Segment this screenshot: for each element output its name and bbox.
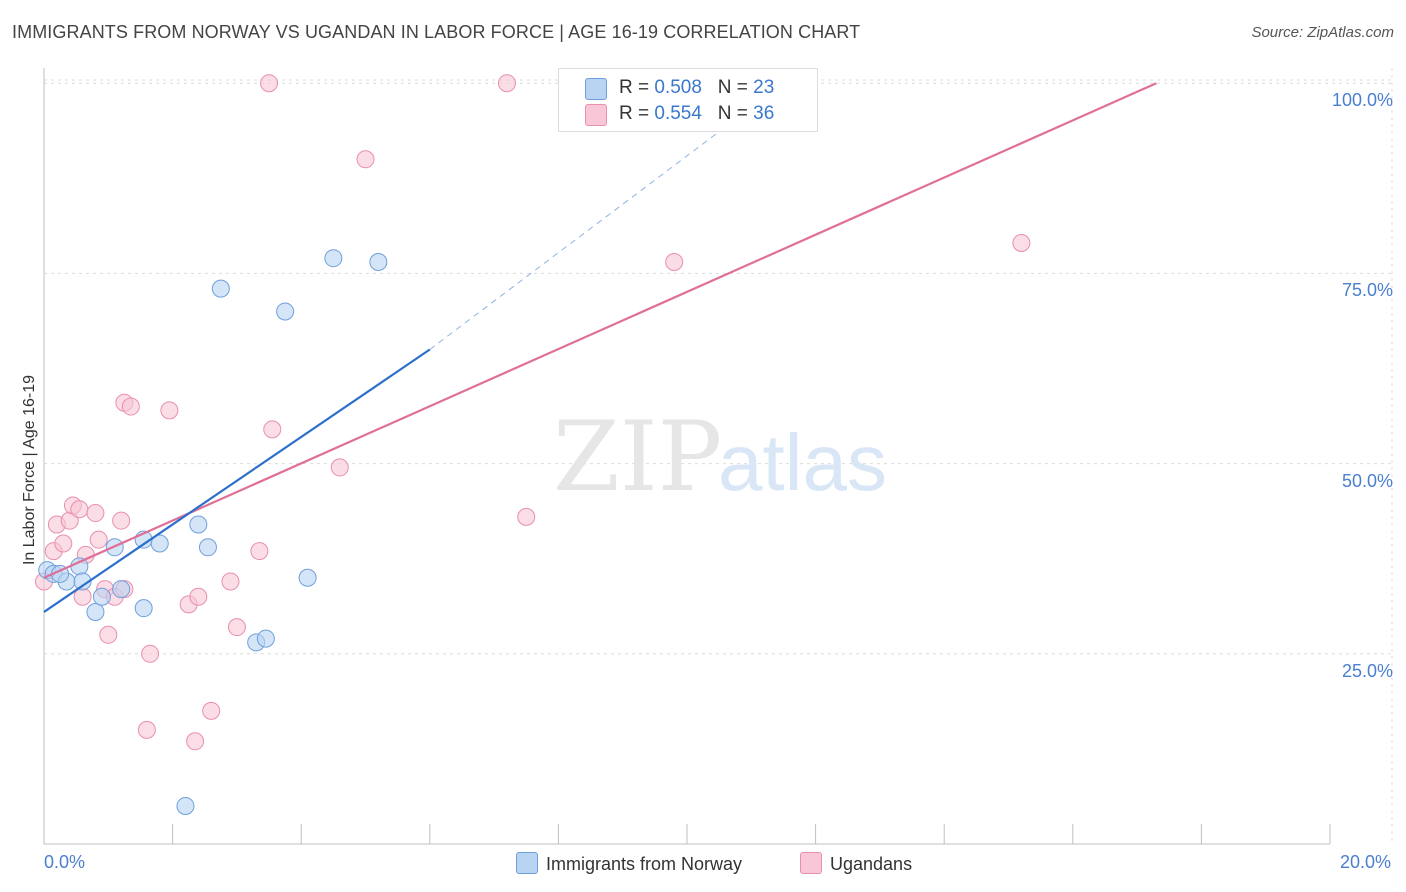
norway-legend-label: Immigrants from Norway — [546, 854, 743, 874]
norway-point — [86, 602, 105, 621]
watermark: ZIP atlas — [553, 401, 887, 513]
ugandans-point — [160, 401, 179, 420]
ugandans-point — [121, 397, 140, 416]
norway-point — [369, 253, 388, 271]
norway-point — [198, 538, 217, 557]
ugandans-point — [112, 511, 131, 530]
norway-point — [276, 302, 295, 321]
norway-trend-line — [43, 348, 431, 613]
norway-n-value: 23 — [753, 77, 775, 98]
norway-legend-swatch — [516, 852, 538, 874]
norway-point — [112, 580, 131, 599]
norway-point — [92, 587, 111, 606]
correlation-legend: R = 0.508 N = 23 R = 0.554 N = 36 — [558, 68, 818, 132]
norway-points — [38, 249, 388, 815]
ugandans-point — [1012, 233, 1031, 252]
ugandans-point — [330, 458, 349, 477]
ugandans-point — [202, 701, 221, 720]
legend-item-norway[interactable]: Immigrants from Norway — [516, 852, 742, 875]
ugandans-r-label: R = — [619, 103, 655, 124]
ugandans-point — [186, 732, 205, 751]
ugandans-point — [250, 542, 269, 561]
norway-point — [134, 599, 153, 618]
ugandans-point — [189, 587, 208, 606]
norway-n-label: N = — [717, 77, 754, 98]
legend-item-ugandans[interactable]: Ugandans — [800, 852, 912, 875]
trend-lines — [43, 82, 1157, 613]
watermark-atlas: atlas — [718, 418, 887, 507]
ugandans-points — [35, 74, 1031, 751]
norway-swatch — [585, 78, 607, 100]
ugandans-point — [70, 500, 89, 519]
ugandans-point — [86, 504, 105, 523]
ugandans-n-value: 36 — [753, 103, 775, 124]
norway-point — [189, 515, 208, 534]
norway-r-label: R = — [619, 77, 655, 98]
ugandans-r-value: 0.554 — [654, 103, 702, 124]
norway-r-value: 0.508 — [654, 77, 702, 98]
y-tick-label: 50.0% — [1341, 470, 1393, 491]
ugandans-point — [99, 625, 118, 644]
norway-point — [176, 796, 195, 815]
ugandans-point — [137, 720, 156, 739]
watermark-zip: ZIP — [553, 401, 722, 513]
norway-point — [256, 629, 275, 648]
y-tick-label: 75.0% — [1341, 280, 1393, 301]
y-tick-label: 25.0% — [1341, 660, 1393, 681]
ugandans-point — [141, 644, 160, 663]
ugandans-point — [221, 572, 240, 591]
ugandans-point — [89, 530, 108, 549]
norway-point — [150, 534, 169, 553]
ugandans-point — [665, 253, 684, 271]
chart-title: IMMIGRANTS FROM NORWAY VS UGANDAN IN LAB… — [12, 22, 861, 42]
x-tick-max: 20.0% — [1340, 852, 1392, 872]
source-credit: Source: ZipAtlas.com — [1251, 24, 1394, 41]
norway-point — [324, 249, 343, 268]
ugandans-legend-swatch — [800, 852, 822, 874]
ugandans-point — [497, 74, 516, 93]
ugandans-swatch — [585, 104, 607, 126]
axes — [43, 68, 1331, 845]
ugandans-point — [54, 534, 73, 553]
ugandans-point — [356, 150, 375, 169]
norway-point — [211, 279, 230, 298]
ugandans-point — [517, 507, 536, 526]
ugandans-legend-label: Ugandans — [830, 854, 913, 874]
x-tick-min: 0.0% — [44, 852, 86, 872]
ugandans-n-label: N = — [717, 103, 754, 124]
ugandans-point — [227, 618, 246, 637]
y-tick-label: 100.0% — [1331, 90, 1393, 111]
norway-point — [298, 568, 317, 587]
norway-point — [73, 572, 92, 591]
ugandans-point — [260, 74, 279, 93]
ugandans-point — [263, 420, 282, 439]
ugandans-trend-line — [43, 82, 1157, 579]
